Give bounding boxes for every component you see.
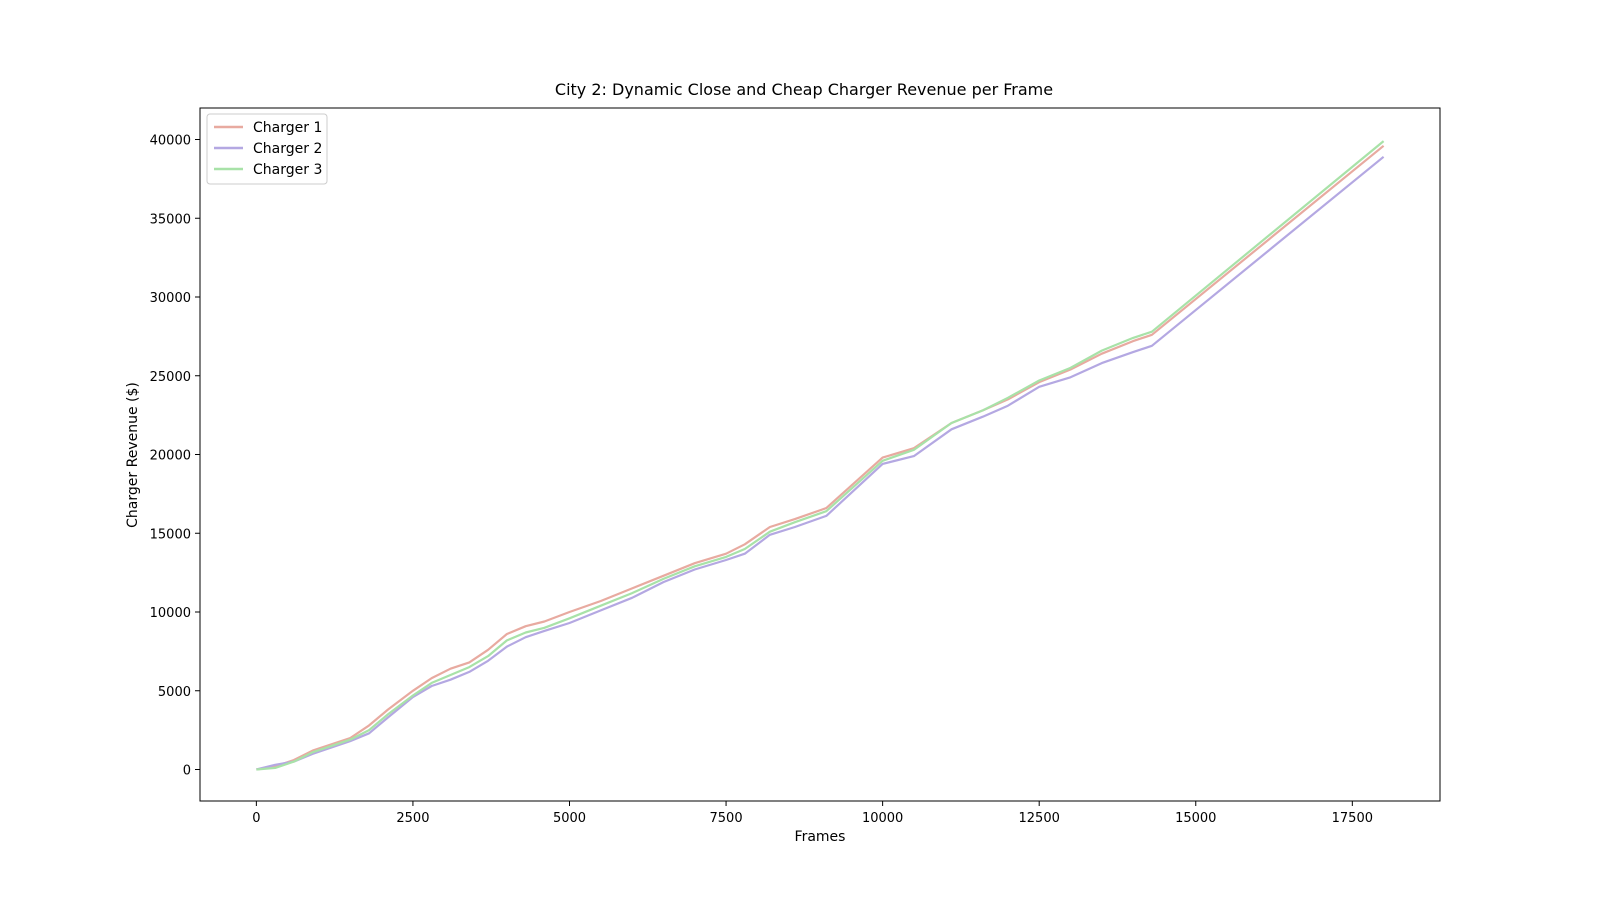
y-axis-ticks: 0 5000 10000 15000 20000 25000 30000 35000 40000 [150,134,200,779]
legend-entry-1: Charger 1 [253,120,322,136]
chart-title: City 2: Dynamic Close and Cheap Charger … [555,80,1053,99]
x-tick-label: 10000 [862,811,903,826]
y-tick-label: 40000 [150,134,191,149]
x-tick-label: 0 [252,811,260,826]
x-axis-label: Frames [795,829,846,845]
x-tick-label: 12500 [1019,811,1060,826]
y-tick-label: 0 [183,764,191,779]
legend: Charger 1 Charger 2 Charger 3 [206,113,328,185]
x-tick-label: 5000 [553,811,586,826]
plot-series [256,140,1385,771]
legend-entry-2: Charger 2 [253,141,322,157]
y-tick-label: 15000 [150,527,191,542]
x-axis-ticks: 0 2500 5000 7500 10000 12500 15000 17500 [252,801,1373,826]
x-tick-label: 17500 [1332,811,1373,826]
y-tick-label: 10000 [150,606,191,621]
plot-frame [199,107,1441,802]
x-tick-label: 2500 [396,811,429,826]
y-tick-label: 5000 [158,685,191,700]
series-line-1 [256,144,1385,771]
x-tick-label: 7500 [710,811,743,826]
x-tick-label: 15000 [1175,811,1216,826]
legend-entry-3: Charger 3 [253,162,322,178]
y-axis-label: Charger Revenue ($) [125,382,141,528]
y-tick-label: 35000 [150,212,191,227]
y-tick-label: 20000 [150,449,191,464]
y-tick-label: 30000 [150,291,191,306]
series-line-2 [256,155,1385,771]
series-line-3 [256,140,1385,771]
legend-box [206,113,328,185]
y-tick-label: 25000 [150,370,191,385]
